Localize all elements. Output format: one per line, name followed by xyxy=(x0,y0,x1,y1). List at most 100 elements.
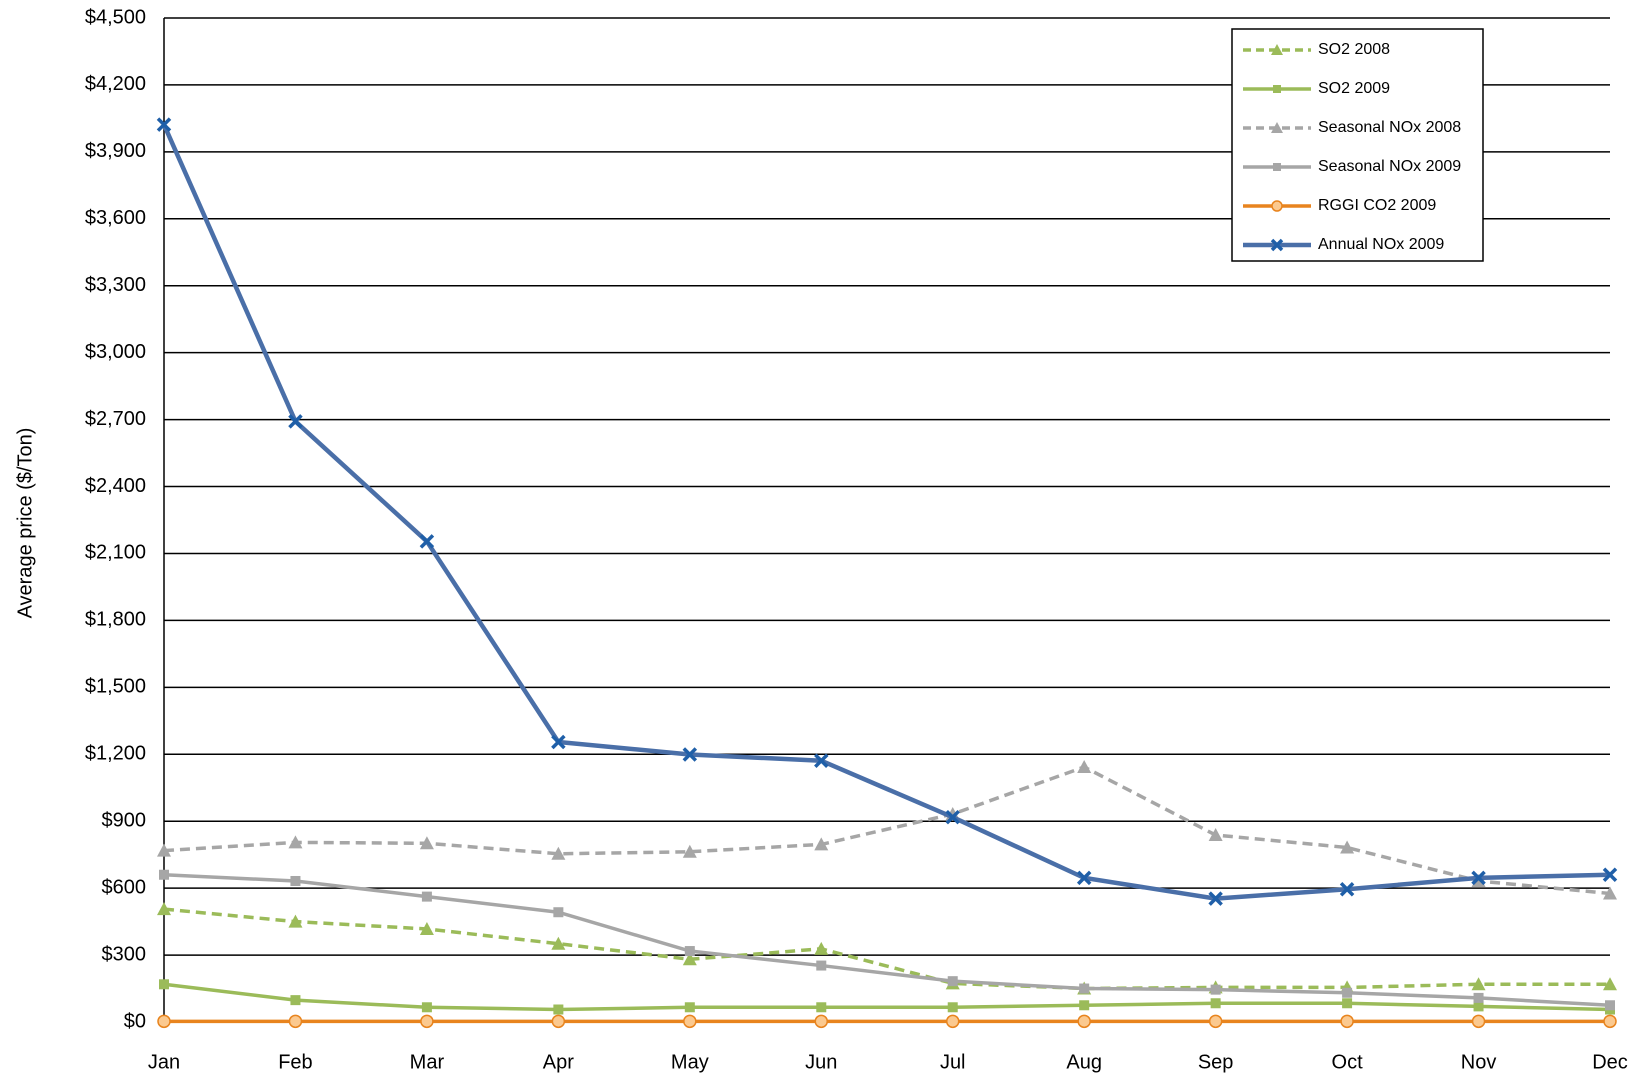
marker xyxy=(682,747,698,762)
marker xyxy=(157,843,171,857)
series-line xyxy=(161,123,1611,901)
marker xyxy=(288,914,303,928)
y-tick-label: $3,300 xyxy=(85,274,146,296)
marker xyxy=(419,921,434,935)
series-line xyxy=(163,907,1610,991)
marker xyxy=(1603,977,1617,991)
x-tick-label: Apr xyxy=(543,1051,574,1073)
marker xyxy=(684,1002,695,1013)
marker xyxy=(288,414,303,429)
legend: SO2 2008 SO2 2009 Seasonal NOx 2008 Seasona… xyxy=(1231,28,1484,262)
marker xyxy=(1273,163,1281,171)
series-line xyxy=(163,982,1611,1012)
marker xyxy=(1473,992,1484,1003)
marker xyxy=(1077,759,1092,773)
marker xyxy=(814,941,829,955)
marker xyxy=(682,952,697,966)
marker xyxy=(1271,44,1283,55)
marker xyxy=(1602,867,1618,882)
marker xyxy=(159,869,169,880)
y-tick-label: $2,100 xyxy=(85,542,146,564)
marker xyxy=(947,976,958,987)
marker xyxy=(1339,882,1355,897)
marker xyxy=(420,1014,434,1029)
marker xyxy=(419,836,434,850)
legend-label: RGGI CO2 2009 xyxy=(1318,197,1436,214)
y-tick-label: $1,500 xyxy=(85,676,146,698)
marker xyxy=(1342,998,1353,1009)
x-tick-label: Feb xyxy=(278,1051,312,1073)
x-tick-label: Jul xyxy=(940,1051,966,1073)
marker xyxy=(1603,1014,1617,1029)
series xyxy=(159,869,1615,1011)
marker xyxy=(947,1002,958,1013)
y-tick-label: $3,900 xyxy=(85,140,146,162)
marker xyxy=(1340,840,1355,854)
x-tick-label: Nov xyxy=(1461,1051,1497,1073)
marker xyxy=(1208,1014,1223,1029)
marker xyxy=(1471,870,1486,886)
y-tick-label: $2,400 xyxy=(85,475,146,497)
series-line xyxy=(163,872,1611,1008)
marker xyxy=(684,946,695,957)
x-tick-label: May xyxy=(671,1051,709,1073)
marker xyxy=(290,875,301,886)
x-tick-label: Aug xyxy=(1066,1051,1102,1073)
marker xyxy=(1605,1000,1615,1011)
marker xyxy=(290,995,301,1006)
marker xyxy=(1210,984,1221,995)
marker xyxy=(683,1014,697,1029)
marker xyxy=(553,907,564,918)
marker xyxy=(421,1002,432,1013)
marker xyxy=(682,844,697,858)
marker xyxy=(551,936,566,950)
series xyxy=(157,902,1617,995)
y-tick-label: $4,500 xyxy=(85,6,146,28)
marker xyxy=(1077,1014,1091,1029)
y-tick-label: $300 xyxy=(102,943,147,965)
marker xyxy=(1603,886,1617,900)
marker xyxy=(553,1004,564,1015)
x-tick-label: Oct xyxy=(1332,1051,1364,1073)
legend-label: SO2 2009 xyxy=(1318,80,1390,97)
x-tick-label: Jun xyxy=(805,1051,837,1073)
y-axis-title: Average price ($/Ton) xyxy=(14,428,36,619)
series xyxy=(156,117,1618,906)
marker xyxy=(1471,1014,1486,1029)
marker xyxy=(816,1002,827,1013)
legend-label: Annual NOx 2009 xyxy=(1318,236,1444,253)
y-tick-label: $900 xyxy=(102,809,147,831)
y-tick-label: $4,200 xyxy=(85,73,146,95)
y-tick-label: $3,000 xyxy=(85,341,146,363)
marker xyxy=(157,902,171,916)
marker xyxy=(1210,998,1221,1009)
marker xyxy=(1273,85,1281,93)
marker xyxy=(945,1014,960,1029)
x-tick-label: Mar xyxy=(410,1051,445,1073)
marker xyxy=(814,1014,829,1029)
marker xyxy=(157,1014,171,1029)
series xyxy=(157,759,1617,900)
marker xyxy=(1271,200,1283,212)
marker xyxy=(419,534,435,549)
marker xyxy=(551,1014,566,1029)
y-tick-label: $0 xyxy=(124,1010,146,1032)
series xyxy=(159,979,1615,1015)
x-tick-label: Jan xyxy=(148,1051,180,1073)
marker xyxy=(421,891,432,902)
marker xyxy=(945,809,960,825)
y-tick-label: $2,700 xyxy=(85,408,146,430)
marker xyxy=(288,1014,303,1029)
series-line xyxy=(163,765,1611,896)
marker xyxy=(1473,1001,1484,1012)
marker xyxy=(1079,983,1090,994)
x-tick-label: Dec xyxy=(1592,1051,1628,1073)
marker xyxy=(1340,1014,1354,1029)
marker xyxy=(159,979,169,990)
legend-label: SO2 2008 xyxy=(1318,41,1390,58)
legend-label: Seasonal NOx 2009 xyxy=(1318,158,1461,175)
y-tick-label: $1,800 xyxy=(85,609,146,631)
marker xyxy=(1079,1000,1090,1011)
marker xyxy=(1208,891,1223,906)
